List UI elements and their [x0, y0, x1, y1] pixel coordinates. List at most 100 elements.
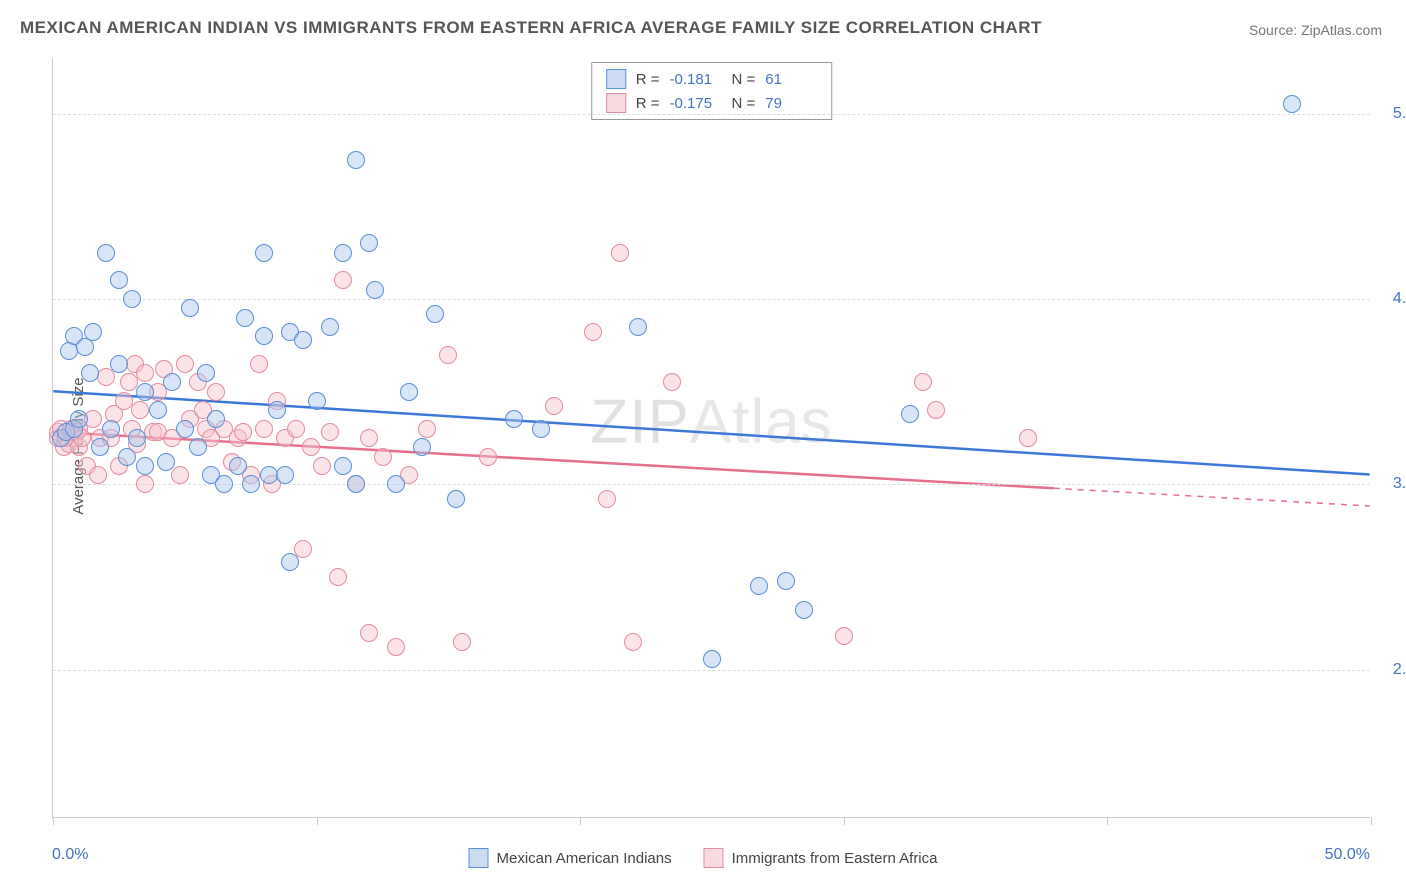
scatter-point-blue: [236, 309, 254, 327]
scatter-point-blue: [795, 601, 813, 619]
scatter-point-blue: [276, 466, 294, 484]
scatter-point-pink: [302, 438, 320, 456]
scatter-point-blue: [334, 457, 352, 475]
scatter-point-pink: [545, 397, 563, 415]
series-legend: Mexican American Indians Immigrants from…: [469, 848, 938, 868]
scatter-point-blue: [229, 457, 247, 475]
scatter-point-blue: [426, 305, 444, 323]
scatter-point-blue: [268, 401, 286, 419]
scatter-point-pink: [334, 271, 352, 289]
scatter-point-pink: [234, 423, 252, 441]
scatter-point-blue: [366, 281, 384, 299]
scatter-point-blue: [110, 271, 128, 289]
scatter-point-blue: [176, 420, 194, 438]
regression-lines: [53, 58, 1370, 817]
scatter-point-blue: [629, 318, 647, 336]
scatter-point-blue: [532, 420, 550, 438]
scatter-point-pink: [584, 323, 602, 341]
scatter-point-pink: [89, 466, 107, 484]
scatter-point-blue: [157, 453, 175, 471]
scatter-point-pink: [131, 401, 149, 419]
chart-container: MEXICAN AMERICAN INDIAN VS IMMIGRANTS FR…: [0, 0, 1406, 892]
scatter-point-pink: [927, 401, 945, 419]
scatter-point-blue: [400, 383, 418, 401]
scatter-point-blue: [447, 490, 465, 508]
scatter-point-blue: [281, 553, 299, 571]
scatter-point-blue: [321, 318, 339, 336]
scatter-point-pink: [624, 633, 642, 651]
scatter-point-pink: [835, 627, 853, 645]
scatter-point-blue: [118, 448, 136, 466]
scatter-point-pink: [479, 448, 497, 466]
scatter-point-pink: [374, 448, 392, 466]
x-axis-min-label: 0.0%: [52, 846, 88, 864]
y-tick-label: 5.00: [1393, 105, 1406, 123]
legend-item-blue: Mexican American Indians: [469, 848, 672, 868]
y-tick-label: 2.00: [1393, 661, 1406, 679]
legend-label-blue: Mexican American Indians: [497, 850, 672, 867]
x-tick: [580, 817, 581, 825]
regression-line-dashed: [1054, 488, 1370, 506]
x-axis-max-label: 50.0%: [1325, 846, 1370, 864]
scatter-point-pink: [453, 633, 471, 651]
source-label: Source: ZipAtlas.com: [1249, 22, 1382, 38]
scatter-point-blue: [136, 383, 154, 401]
scatter-point-blue: [347, 475, 365, 493]
scatter-point-pink: [439, 346, 457, 364]
scatter-point-blue: [901, 405, 919, 423]
scatter-point-blue: [97, 244, 115, 262]
scatter-point-pink: [250, 355, 268, 373]
scatter-point-blue: [123, 290, 141, 308]
scatter-point-blue: [242, 475, 260, 493]
x-tick: [1107, 817, 1108, 825]
scatter-point-pink: [663, 373, 681, 391]
scatter-point-blue: [136, 457, 154, 475]
scatter-point-blue: [102, 420, 120, 438]
scatter-point-blue: [255, 327, 273, 345]
legend-item-pink: Immigrants from Eastern Africa: [704, 848, 938, 868]
scatter-point-blue: [750, 577, 768, 595]
scatter-point-blue: [777, 572, 795, 590]
scatter-point-pink: [598, 490, 616, 508]
scatter-point-blue: [387, 475, 405, 493]
scatter-point-pink: [313, 457, 331, 475]
scatter-point-blue: [505, 410, 523, 428]
scatter-point-blue: [703, 650, 721, 668]
legend-label-pink: Immigrants from Eastern Africa: [732, 850, 938, 867]
scatter-point-blue: [334, 244, 352, 262]
scatter-point-blue: [215, 475, 233, 493]
scatter-point-blue: [81, 364, 99, 382]
scatter-point-blue: [255, 244, 273, 262]
y-tick-label: 3.00: [1393, 475, 1406, 493]
scatter-point-pink: [387, 638, 405, 656]
gridline: [53, 299, 1370, 300]
scatter-point-pink: [136, 364, 154, 382]
scatter-point-blue: [360, 234, 378, 252]
scatter-point-pink: [321, 423, 339, 441]
scatter-point-blue: [197, 364, 215, 382]
scatter-point-pink: [1019, 429, 1037, 447]
scatter-point-blue: [70, 410, 88, 428]
scatter-point-pink: [287, 420, 305, 438]
scatter-point-blue: [128, 429, 146, 447]
scatter-point-blue: [181, 299, 199, 317]
scatter-point-blue: [347, 151, 365, 169]
scatter-point-blue: [207, 410, 225, 428]
scatter-point-pink: [611, 244, 629, 262]
scatter-point-blue: [110, 355, 128, 373]
legend-swatch-blue: [469, 848, 489, 868]
scatter-point-pink: [914, 373, 932, 391]
scatter-point-blue: [308, 392, 326, 410]
x-tick: [53, 817, 54, 825]
scatter-point-blue: [84, 323, 102, 341]
x-tick: [844, 817, 845, 825]
scatter-point-pink: [255, 420, 273, 438]
y-tick-label: 4.00: [1393, 290, 1406, 308]
scatter-point-pink: [360, 624, 378, 642]
gridline: [53, 114, 1370, 115]
scatter-point-blue: [1283, 95, 1301, 113]
scatter-point-pink: [329, 568, 347, 586]
scatter-point-blue: [413, 438, 431, 456]
scatter-point-pink: [207, 383, 225, 401]
scatter-point-blue: [91, 438, 109, 456]
